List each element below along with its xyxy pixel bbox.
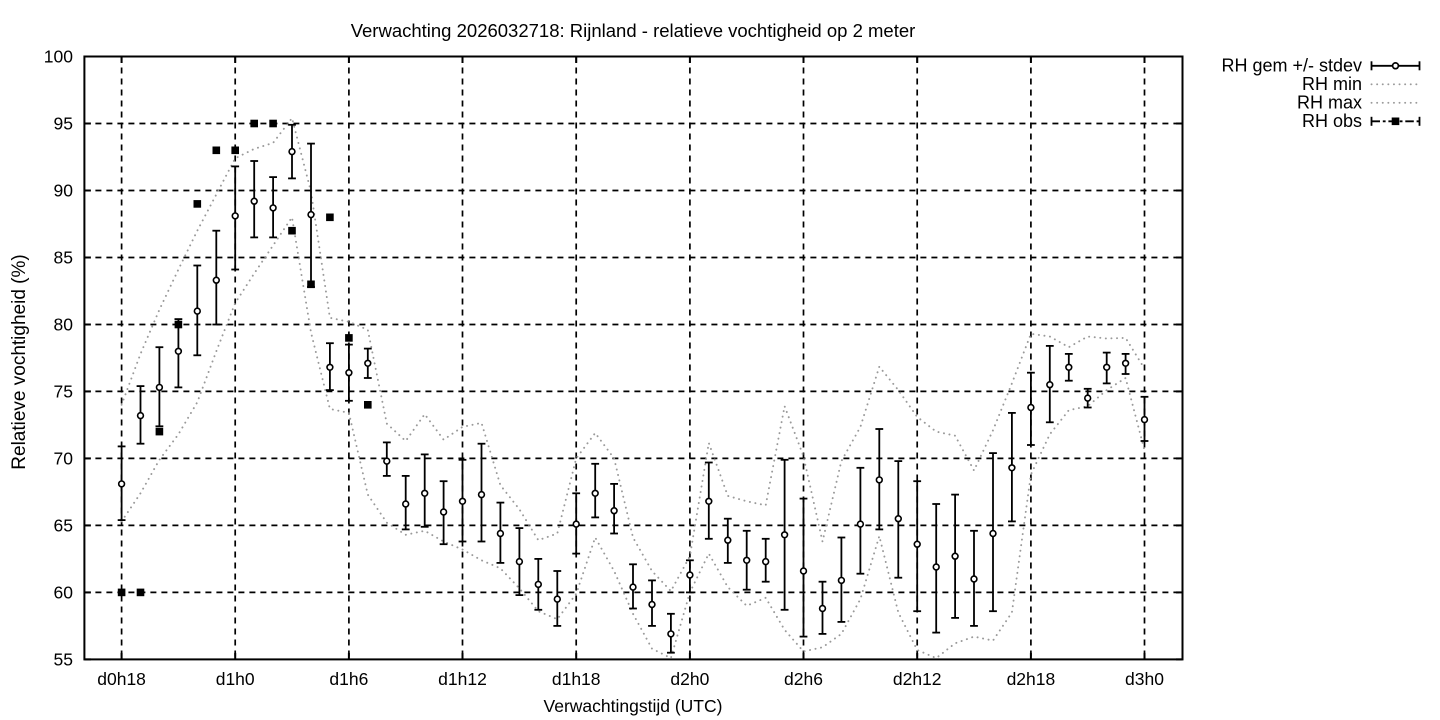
svg-text:d2h6: d2h6 bbox=[784, 669, 823, 689]
svg-text:60: 60 bbox=[54, 582, 74, 602]
svg-text:85: 85 bbox=[54, 248, 73, 268]
svg-text:70: 70 bbox=[54, 448, 74, 468]
svg-text:d2h12: d2h12 bbox=[893, 669, 942, 689]
svg-text:d0h18: d0h18 bbox=[97, 669, 146, 689]
svg-text:d1h12: d1h12 bbox=[438, 669, 487, 689]
svg-text:80: 80 bbox=[54, 315, 74, 335]
svg-text:d1h0: d1h0 bbox=[216, 669, 255, 689]
svg-text:Verwachtingstijd (UTC): Verwachtingstijd (UTC) bbox=[544, 696, 723, 716]
svg-text:RH gem +/- stdev: RH gem +/- stdev bbox=[1221, 55, 1362, 75]
svg-text:Verwachting 2026032718: Rijnla: Verwachting 2026032718: Rijnland - relat… bbox=[351, 20, 916, 41]
svg-text:d1h6: d1h6 bbox=[329, 669, 368, 689]
svg-text:RH min: RH min bbox=[1302, 74, 1362, 94]
svg-text:55: 55 bbox=[54, 649, 73, 669]
svg-text:100: 100 bbox=[44, 47, 73, 67]
svg-text:90: 90 bbox=[54, 181, 74, 201]
svg-text:75: 75 bbox=[54, 381, 73, 401]
svg-text:d2h0: d2h0 bbox=[670, 669, 709, 689]
svg-text:d3h0: d3h0 bbox=[1125, 669, 1164, 689]
svg-text:RH max: RH max bbox=[1297, 92, 1362, 112]
svg-text:d1h18: d1h18 bbox=[552, 669, 601, 689]
svg-text:65: 65 bbox=[54, 515, 73, 535]
svg-text:95: 95 bbox=[54, 114, 73, 134]
svg-text:RH obs: RH obs bbox=[1302, 111, 1362, 131]
svg-text:Relatieve vochtigheid (%): Relatieve vochtigheid (%) bbox=[9, 254, 30, 469]
svg-text:d2h18: d2h18 bbox=[1007, 669, 1056, 689]
